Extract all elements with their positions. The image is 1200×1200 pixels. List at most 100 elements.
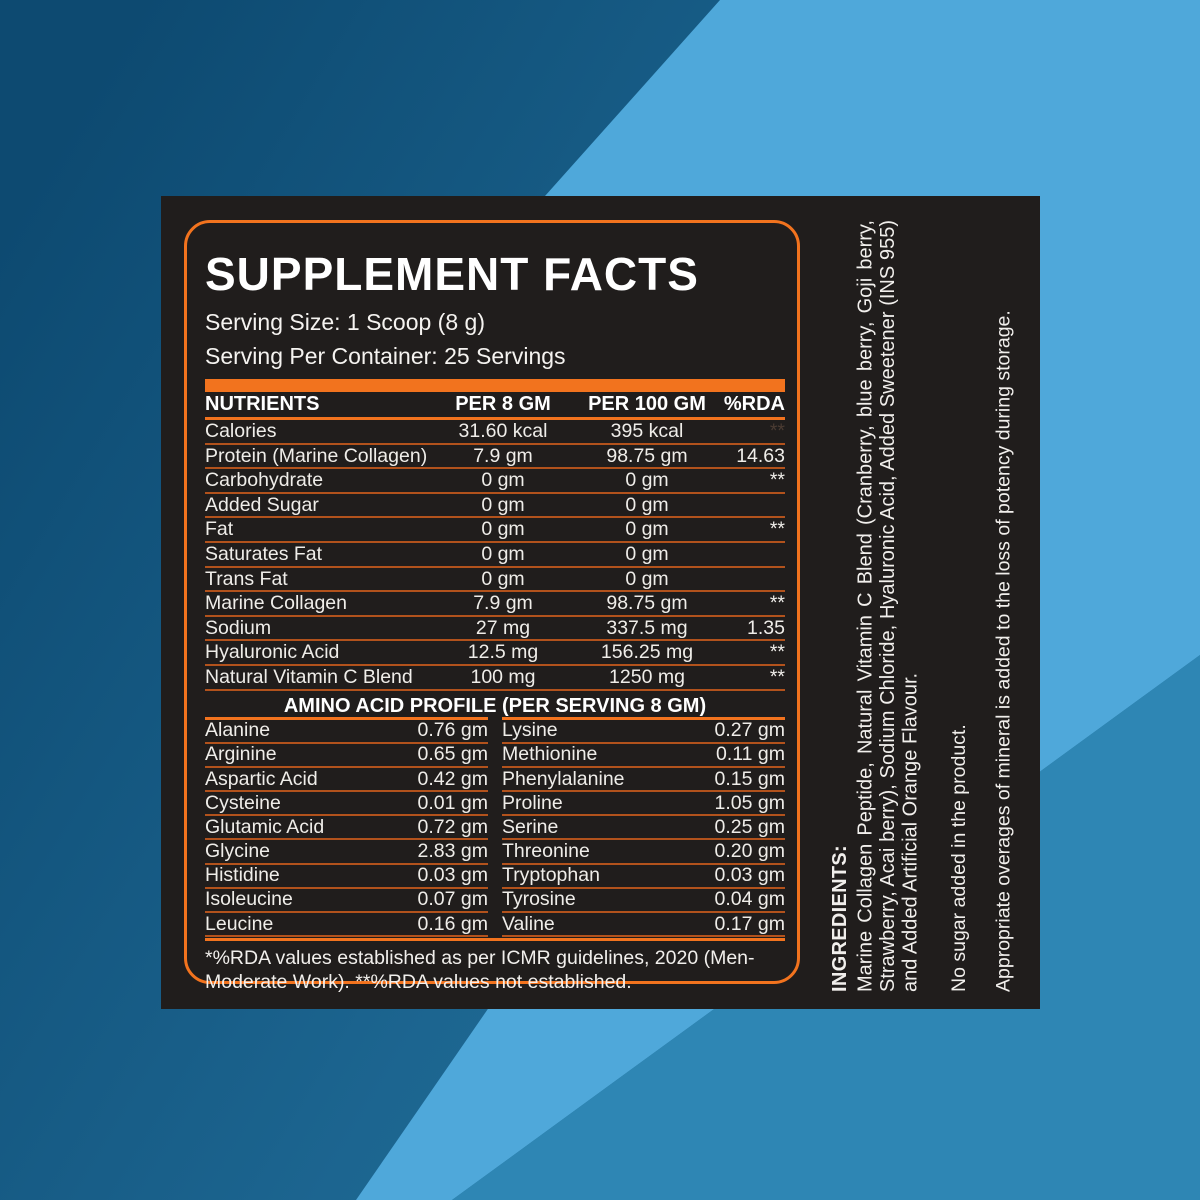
amino-acid-value: 0.04 gm (714, 888, 785, 911)
nutrients-table-header: NUTRIENTS PER 8 GM PER 100 GM %RDA (205, 392, 785, 420)
amino-acid-name: Tryptophan (502, 864, 600, 887)
table-cell: Sodium (205, 616, 272, 639)
table-cell: Trans Fat (205, 567, 288, 590)
amino-acid-value: 0.27 gm (714, 719, 785, 742)
column-header-rda: %RDA (723, 393, 785, 415)
table-cell: 1.35 (747, 616, 785, 639)
amino-acid-name: Alanine (205, 719, 271, 742)
amino-acid-row: Tryptophan 0.03 gm (502, 864, 785, 889)
page-title: SUPPLEMENT FACTS (205, 248, 699, 300)
table-row: Protein (Marine Collagen) 7.9 gm 98.75 gm 1… (205, 445, 785, 470)
table-cell: 0 gm (481, 542, 525, 565)
table-cell: 156.25 mg (600, 641, 694, 664)
table-row: Calories 31.60 kcal 395 kcal ** (205, 420, 785, 445)
table-cell: 1250 mg (609, 665, 685, 688)
table-cell: Protein (Marine Collagen) (205, 444, 428, 467)
amino-acid-value: 0.07 gm (417, 888, 488, 911)
amino-acid-row: Aspartic Acid 0.42 gm (205, 767, 488, 793)
amino-acid-row: Tyrosine 0.04 gm (502, 888, 785, 914)
amino-acid-value: 0.17 gm (714, 912, 785, 935)
table-cell: ** (769, 592, 785, 615)
amino-acid-value: 0.03 gm (417, 864, 488, 887)
table-row: Hyaluronic Acid 12.5 mg 156.25 mg ** (205, 641, 785, 666)
table-cell: 12.5 mg (467, 641, 539, 664)
vertical-side-text: INGREDIENTS: Marine Collagen Peptide, Na… (829, 220, 1029, 992)
column-header-nutrients: NUTRIENTS (205, 393, 320, 415)
table-cell: ** (769, 665, 785, 688)
amino-acid-name: Serine (502, 815, 559, 838)
amino-acid-profile-title: AMINO ACID PROFILE (PER SERVING 8 GM) (283, 694, 707, 717)
amino-acid-column-right: Lysine 0.27 gm Methionine 0.11 gm Phenylalan… (502, 716, 785, 938)
serving-per-container: Serving Per Container: 25 Servings (205, 343, 566, 369)
amino-acid-row: Threonine 0.20 gm (502, 840, 785, 865)
no-sugar-note: No sugar added in the product. (948, 724, 970, 992)
amino-acid-value: 0.20 gm (714, 840, 785, 863)
ingredients-paragraph: Marine Collagen Peptide, Natural Vitamin… (854, 220, 922, 992)
amino-acid-row: Proline 1.05 gm (502, 791, 785, 817)
table-cell: Hyaluronic Acid (205, 641, 340, 664)
table-cell: Fat (205, 518, 234, 541)
table-cell: 0 gm (625, 493, 669, 516)
amino-acid-row: Glutamic Acid 0.72 gm (205, 815, 488, 841)
table-cell: ** (769, 518, 785, 541)
table-cell: 0 gm (625, 469, 669, 492)
table-cell: 0 gm (625, 542, 669, 565)
orange-divider-bar (205, 379, 785, 392)
table-cell: 7.9 gm (473, 444, 533, 467)
table-cell: 98.75 gm (606, 592, 688, 615)
amino-acid-name: Valine (502, 912, 555, 935)
amino-acid-row: Leucine 0.16 gm (205, 912, 488, 938)
nutrients-table: Calories 31.60 kcal 395 kcal ** Protein (Mar… (205, 420, 785, 691)
amino-acid-value: 0.25 gm (714, 815, 785, 838)
amino-acid-name: Threonine (502, 840, 590, 863)
amino-acid-value: 0.11 gm (715, 743, 785, 766)
column-header-per-100gm: PER 100 GM (588, 393, 706, 415)
amino-acid-value: 0.03 gm (714, 864, 785, 887)
table-cell: Natural Vitamin C Blend (205, 665, 413, 688)
amino-acid-name: Phenylalanine (502, 767, 625, 790)
table-cell: 14.63 (736, 444, 785, 467)
table-cell: 31.60 kcal (458, 420, 548, 442)
table-cell: Saturates Fat (205, 542, 323, 565)
amino-acid-row: Phenylalanine 0.15 gm (502, 767, 785, 793)
amino-acid-name: Glutamic Acid (205, 815, 325, 838)
table-cell: 7.9 gm (473, 592, 533, 615)
table-cell: 395 kcal (610, 420, 684, 442)
column-header-per-8gm: PER 8 GM (455, 393, 551, 415)
amino-acid-row: Serine 0.25 gm (502, 815, 785, 841)
amino-acid-value: 0.01 gm (417, 791, 488, 814)
amino-acid-row: Methionine 0.11 gm (502, 743, 785, 768)
table-cell: 0 gm (481, 469, 525, 492)
amino-acid-value: 0.65 gm (417, 743, 488, 766)
table-cell: 27 mg (475, 616, 531, 639)
amino-acid-name: Leucine (205, 912, 274, 935)
table-row: Saturates Fat 0 gm 0 gm (205, 543, 785, 568)
amino-acid-table: Alanine 0.76 gm Arginine 0.65 gm Aspartic Ac… (205, 716, 785, 938)
amino-acid-row: Histidine 0.03 gm (205, 864, 488, 889)
table-row: Added Sugar 0 gm 0 gm (205, 494, 785, 519)
amino-acid-name: Lysine (502, 719, 558, 742)
amino-acid-row: Lysine 0.27 gm (502, 719, 785, 744)
amino-acid-value: 0.72 gm (417, 815, 488, 838)
table-row: Natural Vitamin C Blend 100 mg 1250 mg ** (205, 666, 785, 691)
serving-size: Serving Size: 1 Scoop (8 g) (205, 309, 485, 335)
amino-acid-value: 2.83 gm (417, 840, 488, 863)
amino-acid-name: Tyrosine (502, 888, 576, 911)
amino-acid-row: Alanine 0.76 gm (205, 719, 488, 744)
amino-acid-name: Arginine (205, 743, 277, 766)
table-cell: 0 gm (481, 518, 525, 541)
table-row: Fat 0 gm 0 gm ** (205, 518, 785, 543)
amino-acid-row: Cysteine 0.01 gm (205, 791, 488, 817)
table-cell: Added Sugar (205, 493, 319, 516)
amino-acid-value: 1.05 gm (714, 791, 785, 814)
amino-acid-row: Isoleucine 0.07 gm (205, 888, 488, 914)
table-cell: 0 gm (625, 567, 669, 590)
table-cell: ** (769, 641, 785, 664)
orange-bottom-rule (205, 938, 785, 942)
amino-acid-name: Isoleucine (205, 888, 293, 911)
amino-acid-value: 0.76 gm (417, 719, 488, 742)
label-border: SUPPLEMENT FACTS Serving Size: 1 Scoop (… (184, 220, 800, 993)
amino-acid-name: Aspartic Acid (205, 767, 318, 790)
table-cell: 98.75 gm (606, 444, 688, 467)
amino-acid-name: Proline (502, 791, 563, 814)
